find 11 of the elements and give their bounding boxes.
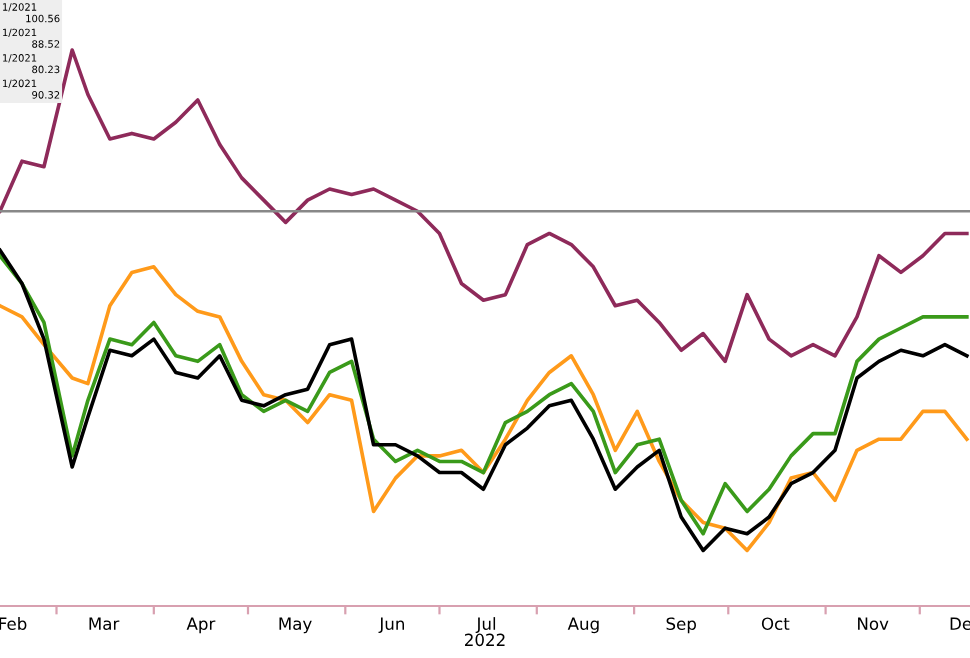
x-tick-label: Mar: [89, 617, 120, 631]
x-axis-title: 2022: [465, 633, 505, 647]
x-tick-label: Sep: [666, 617, 696, 634]
x-tick-label: Oct: [761, 617, 790, 631]
x-tick-label: May: [279, 617, 312, 634]
x-tick-label: Jun: [378, 617, 404, 634]
x-tick-label: Jul: [475, 617, 496, 634]
x-tick-label: Apr: [186, 617, 216, 634]
x-tick-label: Nov: [858, 617, 889, 631]
x-tick-label: Feb: [0, 617, 27, 631]
x-tick-label: Aug: [567, 617, 599, 634]
